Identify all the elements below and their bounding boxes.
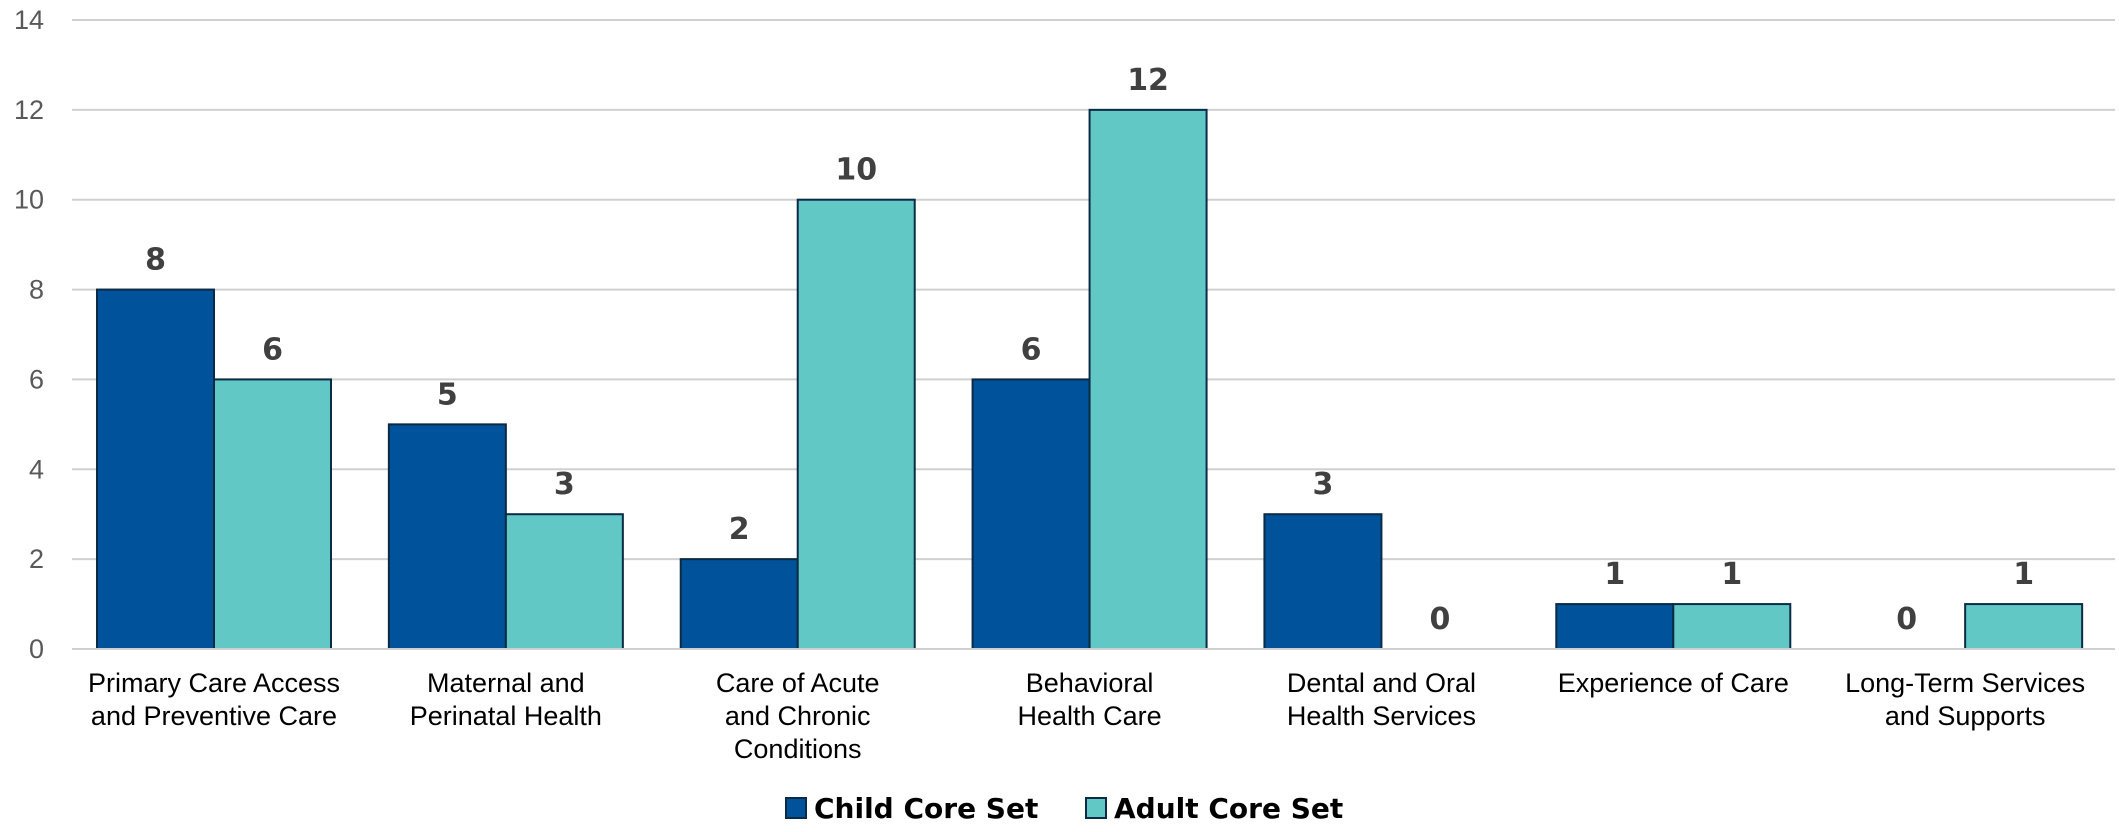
legend-label-child: Child Core Set xyxy=(814,792,1038,825)
data-label: 12 xyxy=(1127,63,1169,98)
bar-child-3 xyxy=(971,378,1091,650)
bar-adult-1 xyxy=(504,513,624,651)
bars xyxy=(96,108,2084,651)
legend: Child Core Set Adult Core Set xyxy=(785,792,1343,825)
bar-adult-2 xyxy=(796,198,916,650)
bar-adult-6 xyxy=(1964,603,2084,650)
data-label: 1 xyxy=(2013,557,2034,592)
bar-child-1 xyxy=(387,423,507,650)
y-tick-label: 12 xyxy=(14,95,44,125)
bar-adult-5 xyxy=(1672,603,1792,650)
data-label: 2 xyxy=(729,512,750,547)
y-tick-label: 6 xyxy=(29,364,44,394)
x-axis: Primary Care Access and Preventive Care Ma… xyxy=(72,648,2115,764)
legend-swatch-adult xyxy=(1085,797,1107,819)
data-label: 10 xyxy=(835,153,877,188)
y-tick-label: 0 xyxy=(29,634,44,664)
data-label: 8 xyxy=(145,243,166,278)
x-category-label: Experience of Care xyxy=(1558,668,1789,698)
legend-swatch-child xyxy=(785,797,807,819)
data-label: 1 xyxy=(1721,557,1742,592)
y-tick-label: 8 xyxy=(29,275,44,305)
y-tick-label: 4 xyxy=(29,454,44,484)
x-category-label: Behavioral Health Care xyxy=(1018,668,1162,731)
bar-child-2 xyxy=(679,558,799,651)
x-category-label: Primary Care Access and Preventive Care xyxy=(88,668,340,731)
bar-adult-0 xyxy=(213,378,332,650)
data-label: 3 xyxy=(554,467,575,502)
data-label: 0 xyxy=(1429,602,1450,637)
data-label: 3 xyxy=(1312,467,1333,502)
bar-adult-3 xyxy=(1088,108,1208,651)
y-tick-label: 2 xyxy=(29,544,44,574)
bar-child-4 xyxy=(1263,513,1383,651)
data-label: 6 xyxy=(262,332,283,367)
data-label: 0 xyxy=(1896,602,1917,637)
x-category-label: Long-Term Services and Supports xyxy=(1845,668,2085,731)
bar-child-0 xyxy=(96,288,215,650)
y-tick-label: 14 xyxy=(14,5,44,35)
data-label: 6 xyxy=(1021,332,1042,367)
x-category-label: Care of Acute and Chronic Conditions xyxy=(716,668,880,764)
bar-child-5 xyxy=(1555,603,1675,650)
legend-label-adult: Adult Core Set xyxy=(1114,792,1343,825)
y-tick-label: 10 xyxy=(14,185,44,215)
data-label: 1 xyxy=(1604,557,1625,592)
x-category-label: Maternal and Perinatal Health xyxy=(410,668,602,731)
data-label: 5 xyxy=(437,377,458,412)
y-axis: 0 2 4 6 8 10 12 14 xyxy=(14,5,44,664)
x-category-label: Dental and Oral Health Services xyxy=(1287,668,1476,731)
